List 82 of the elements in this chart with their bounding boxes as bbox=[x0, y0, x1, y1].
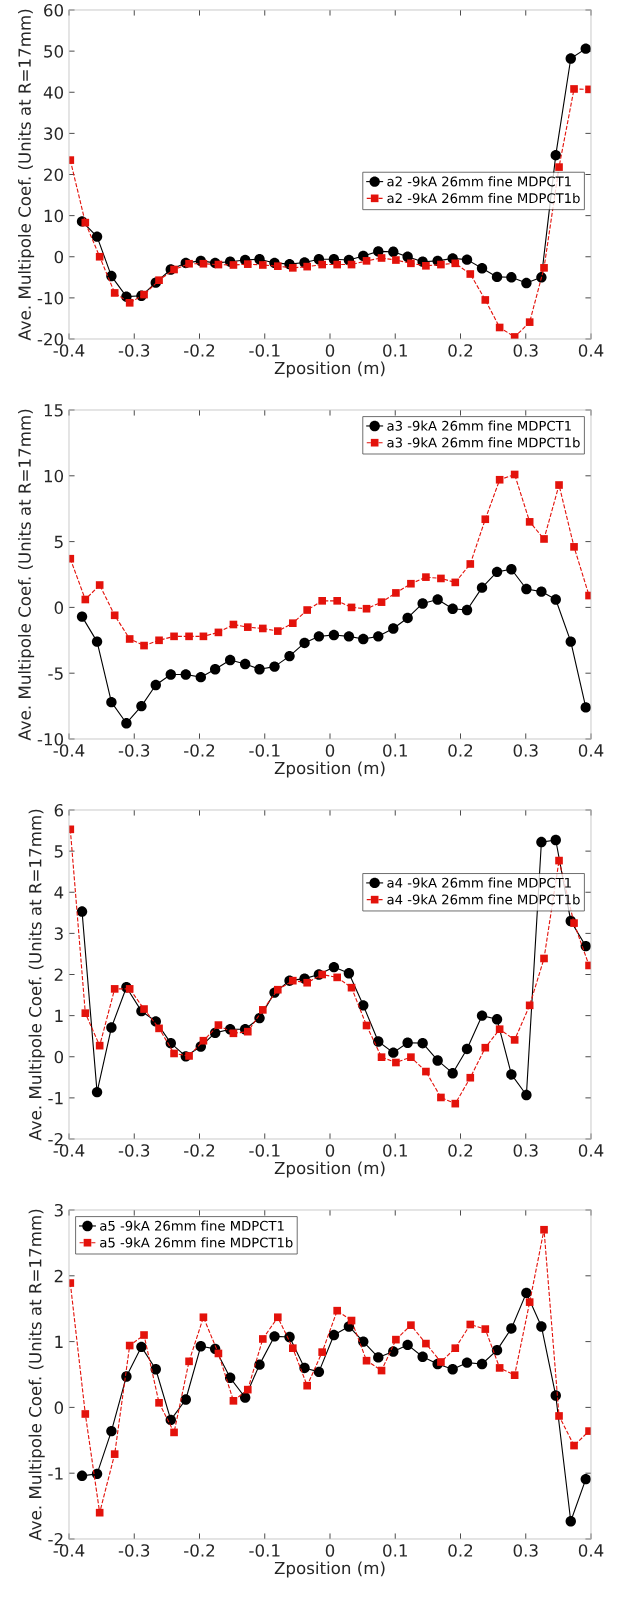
x-tick-label: -0.2 bbox=[184, 1544, 215, 1557]
x-tick-label: 0.3 bbox=[513, 1544, 538, 1557]
y-tick-label: 5 bbox=[54, 535, 63, 549]
y-tick-label: 0 bbox=[54, 250, 64, 264]
x-axis-title: Zposition (m) bbox=[274, 1161, 385, 1178]
y-tick-label: -10 bbox=[37, 291, 64, 305]
y-tick-label: 6 bbox=[54, 803, 64, 817]
x-tick-label: -0.4 bbox=[53, 1144, 85, 1157]
y-tick-label: -2 bbox=[48, 1532, 63, 1546]
y-tick-label: -20 bbox=[37, 332, 64, 346]
x-axis-title: Zposition (m) bbox=[274, 761, 385, 778]
y-axis-title: Ave. Multipole Coef. (Units at R=17mm) bbox=[28, 1209, 45, 1541]
legend-label: a2 -9kA 26mm fine MDPCT1b bbox=[387, 192, 580, 204]
y-tick-label: 0 bbox=[54, 1401, 64, 1414]
y-tick-label: 0 bbox=[54, 601, 64, 614]
x-tick-label: 0.2 bbox=[448, 1144, 473, 1157]
x-tick-label: 0.4 bbox=[578, 744, 604, 757]
x-tick-label: 0.1 bbox=[383, 1544, 407, 1557]
y-tick-label: -2 bbox=[48, 1132, 63, 1146]
y-tick-label: 2 bbox=[54, 1269, 63, 1283]
y-tick-label: 3 bbox=[54, 927, 63, 940]
x-tick-label: 0 bbox=[325, 1144, 335, 1157]
x-axis-title: Zposition (m) bbox=[274, 361, 385, 378]
x-tick-label: 0 bbox=[325, 344, 335, 357]
y-tick-label: 1 bbox=[55, 1009, 63, 1022]
x-tick-label: 0.1 bbox=[383, 744, 407, 757]
y-tick-label: -1 bbox=[48, 1467, 63, 1480]
x-tick-label: 0.2 bbox=[448, 1544, 473, 1557]
x-tick-label: 0 bbox=[325, 1544, 335, 1557]
x-tick-label: 0.1 bbox=[383, 344, 407, 357]
x-tick-label: -0.1 bbox=[249, 1544, 280, 1557]
x-tick-label: 0.2 bbox=[448, 744, 473, 757]
x-tick-label: -0.4 bbox=[53, 344, 85, 357]
x-tick-label: 0 bbox=[325, 744, 335, 757]
x-tick-label: 0.3 bbox=[513, 344, 538, 357]
x-tick-label: 0.2 bbox=[448, 344, 473, 357]
y-tick-label: 10 bbox=[44, 209, 64, 223]
legend-label: a2 -9kA 26mm fine MDPCT1 bbox=[387, 176, 571, 187]
y-tick-label: 60 bbox=[44, 3, 64, 17]
y-tick-label: 0 bbox=[54, 1050, 64, 1064]
x-tick-label: 0.3 bbox=[513, 744, 538, 757]
x-tick-label: -0.2 bbox=[184, 1144, 215, 1157]
y-tick-label: 20 bbox=[44, 168, 64, 182]
x-tick-label: -0.4 bbox=[53, 744, 85, 757]
x-tick-label: -0.2 bbox=[184, 744, 215, 757]
y-tick-label: 1 bbox=[55, 1335, 63, 1348]
x-tick-label: 0.4 bbox=[578, 1544, 604, 1557]
legend-label: a4 -9kA 26mm fine MDPCT1b bbox=[387, 894, 580, 905]
x-tick-label: -0.3 bbox=[118, 344, 150, 357]
y-tick-label: -1 bbox=[48, 1092, 63, 1105]
x-tick-label: 0.3 bbox=[513, 1144, 538, 1157]
y-tick-label: 2 bbox=[54, 968, 63, 981]
y-tick-label: 10 bbox=[44, 469, 64, 483]
y-tick-label: 4 bbox=[54, 886, 64, 899]
y-tick-label: 40 bbox=[43, 86, 64, 99]
y-axis-title: Ave. Multipole Coef. (Units at R=17mm) bbox=[18, 409, 35, 741]
y-tick-label: 5 bbox=[54, 845, 63, 858]
legend-label: a4 -9kA 26mm fine MDPCT1 bbox=[387, 877, 571, 888]
y-tick-label: -5 bbox=[48, 667, 63, 680]
y-tick-label: 30 bbox=[44, 127, 64, 140]
x-tick-label: -0.2 bbox=[184, 344, 215, 357]
x-tick-label: 0.4 bbox=[578, 1144, 604, 1157]
y-tick-label: -10 bbox=[37, 732, 64, 746]
x-tick-label: -0.1 bbox=[249, 344, 280, 357]
x-tick-label: -0.3 bbox=[118, 1544, 150, 1557]
legend-label: a5 -9kA 26mm fine MDPCT1 bbox=[100, 1220, 284, 1231]
legend-label: a3 -9kA 26mm fine MDPCT1b bbox=[387, 437, 580, 448]
y-tick-label: 50 bbox=[44, 45, 64, 58]
x-tick-label: -0.1 bbox=[249, 1144, 280, 1157]
x-tick-label: -0.4 bbox=[53, 1544, 85, 1557]
legend-label: a5 -9kA 26mm fine MDPCT1b bbox=[100, 1237, 293, 1248]
x-tick-label: -0.3 bbox=[118, 1144, 150, 1157]
y-tick-label: 15 bbox=[44, 404, 63, 417]
x-tick-label: 0.1 bbox=[383, 1144, 407, 1157]
y-axis-title: Ave. Multipole Coef. (Units at R=17mm) bbox=[28, 809, 45, 1141]
x-axis-title: Zposition (m) bbox=[274, 1561, 385, 1578]
y-axis-title: Ave. Multipole Coef. (Units at R=17mm) bbox=[18, 9, 35, 341]
x-tick-label: -0.3 bbox=[118, 744, 150, 757]
y-tick-label: 3 bbox=[54, 1203, 63, 1217]
legend-label: a3 -9kA 26mm fine MDPCT1 bbox=[387, 420, 571, 431]
x-tick-label: 0.4 bbox=[578, 344, 604, 357]
x-tick-label: -0.1 bbox=[249, 744, 280, 757]
